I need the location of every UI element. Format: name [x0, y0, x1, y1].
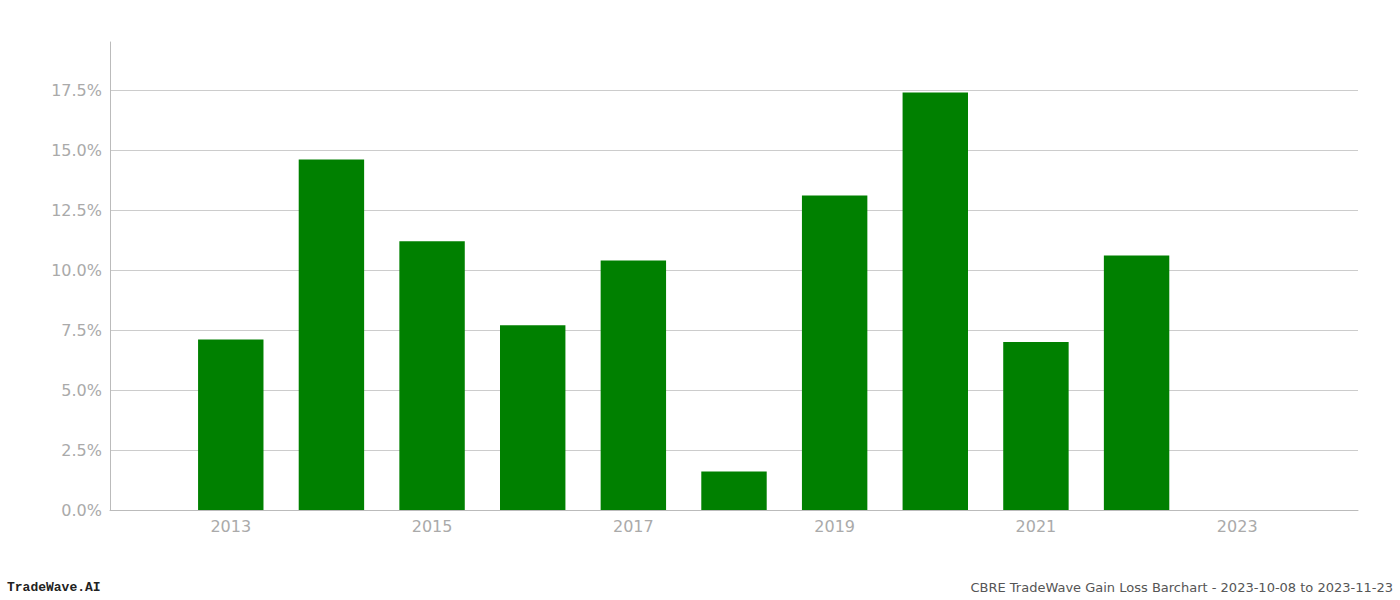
- svg-text:2017: 2017: [613, 517, 654, 536]
- svg-text:7.5%: 7.5%: [61, 321, 102, 340]
- svg-text:2023: 2023: [1217, 517, 1258, 536]
- svg-text:12.5%: 12.5%: [51, 201, 102, 220]
- svg-text:2021: 2021: [1016, 517, 1057, 536]
- svg-text:2019: 2019: [814, 517, 855, 536]
- svg-text:2013: 2013: [210, 517, 251, 536]
- svg-text:CBRE TradeWave Gain Loss Barch: CBRE TradeWave Gain Loss Barchart - 2023…: [970, 580, 1393, 595]
- svg-text:17.5%: 17.5%: [51, 81, 102, 100]
- svg-text:2.5%: 2.5%: [61, 441, 102, 460]
- svg-text:5.0%: 5.0%: [61, 381, 102, 400]
- svg-text:15.0%: 15.0%: [51, 141, 102, 160]
- svg-text:TradeWave.AI: TradeWave.AI: [7, 580, 101, 595]
- svg-text:0.0%: 0.0%: [61, 501, 102, 520]
- svg-text:2015: 2015: [412, 517, 453, 536]
- svg-text:10.0%: 10.0%: [51, 261, 102, 280]
